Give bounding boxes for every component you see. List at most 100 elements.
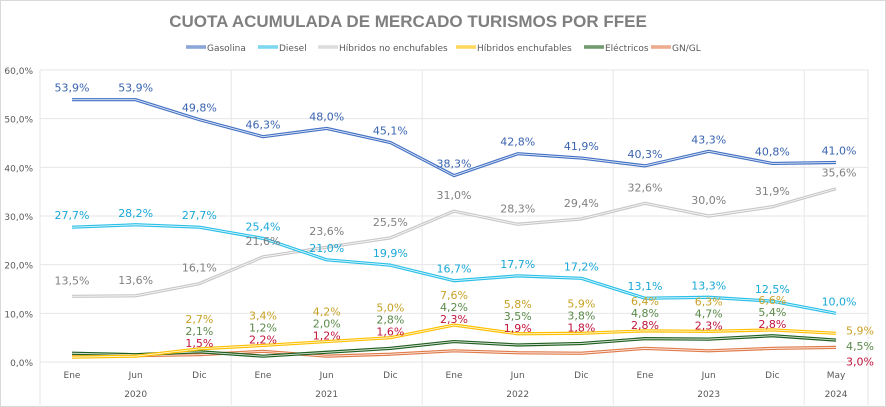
data-label: 49,8% <box>182 102 217 115</box>
data-label: 6,3% <box>695 295 723 308</box>
x-tick-label: Jun <box>128 371 143 381</box>
data-label: 2,8% <box>376 314 404 327</box>
data-label: 29,4% <box>564 197 599 210</box>
data-label: 1,6% <box>376 326 404 339</box>
data-label: 5,9% <box>567 297 595 310</box>
data-label: 53,9% <box>55 82 90 95</box>
data-label: 25,4% <box>246 220 281 233</box>
chart-title: CUOTA ACUMULADA DE MERCADO TURISMOS POR … <box>169 12 647 31</box>
x-tick-label: Jun <box>510 371 525 381</box>
legend-label: Diesel <box>279 44 307 54</box>
data-label: 4,2% <box>313 306 341 319</box>
x-tick-label: Dic <box>765 371 779 381</box>
x-year-label: 2024 <box>825 390 848 400</box>
data-label: 40,3% <box>628 148 663 161</box>
data-label: 17,2% <box>564 260 599 273</box>
series-line-highlight-1 <box>71 224 837 314</box>
data-label: 5,9% <box>846 324 874 337</box>
data-label: 30,0% <box>691 194 726 207</box>
data-label: 16,1% <box>182 262 217 275</box>
data-label: 2,2% <box>249 333 277 346</box>
x-tick-label: Dic <box>383 371 397 381</box>
data-label: 13,1% <box>628 280 663 293</box>
y-tick-label: 60,0% <box>4 67 33 77</box>
y-tick-label: 10,0% <box>4 310 33 320</box>
data-label: 27,7% <box>182 209 217 222</box>
data-label: 21,0% <box>309 242 344 255</box>
series-line-highlight-4 <box>71 335 837 357</box>
data-label: 23,6% <box>309 225 344 238</box>
data-label: 2,0% <box>313 318 341 331</box>
data-label: 42,8% <box>500 136 535 149</box>
data-label: 13,5% <box>55 274 90 287</box>
legend-label: GN/GL <box>672 44 701 54</box>
x-year-label: 2020 <box>124 390 147 400</box>
x-tick-label: May <box>827 371 846 381</box>
x-year-label: 2022 <box>506 390 529 400</box>
data-label: 2,8% <box>631 319 659 332</box>
series-line-highlight-5 <box>71 346 837 357</box>
data-label: 6,4% <box>631 295 659 308</box>
x-year-label: 2023 <box>697 390 720 400</box>
data-label: 4,8% <box>631 307 659 320</box>
x-tick-label: Ene <box>64 371 81 381</box>
data-label: 17,7% <box>500 258 535 271</box>
y-tick-label: 50,0% <box>4 116 33 126</box>
series-line-highlight-2 <box>71 188 837 297</box>
data-label: 16,7% <box>437 263 472 276</box>
data-label: 1,9% <box>504 322 532 335</box>
data-label: 31,0% <box>437 189 472 202</box>
data-label: 4,5% <box>846 340 874 353</box>
x-tick-label: Dic <box>192 371 206 381</box>
data-label: 28,3% <box>500 202 535 215</box>
legend-label: Híbridos enchufables <box>477 44 572 54</box>
series-line-highlight-3 <box>71 324 837 358</box>
data-label: 43,3% <box>691 133 726 146</box>
data-label: 3,5% <box>504 310 532 323</box>
data-label: 28,2% <box>118 207 153 220</box>
y-tick-label: 20,0% <box>4 262 33 272</box>
data-label: 46,3% <box>246 119 281 132</box>
data-label: 25,5% <box>373 216 408 229</box>
y-tick-label: 40,0% <box>4 164 33 174</box>
legend-label: Gasolina <box>207 44 246 54</box>
data-label: 2,1% <box>185 325 213 338</box>
data-label: 5,4% <box>758 306 786 319</box>
data-label: 3,0% <box>846 355 874 368</box>
data-label: 3,8% <box>567 309 595 322</box>
data-label: 21,6% <box>246 235 281 248</box>
data-label: 32,6% <box>628 181 663 194</box>
data-label: 41,0% <box>822 144 857 157</box>
x-tick-label: Ene <box>446 371 463 381</box>
data-label: 5,0% <box>376 302 404 315</box>
data-label: 2,7% <box>185 313 213 326</box>
data-label: 3,4% <box>249 309 277 322</box>
data-label: 2,8% <box>758 318 786 331</box>
series-line-highlight-0 <box>72 99 837 177</box>
x-year-label: 2021 <box>315 390 338 400</box>
x-tick-label: Dic <box>574 371 588 381</box>
data-label: 13,3% <box>691 279 726 292</box>
legend-label: Eléctricos <box>605 43 649 54</box>
data-label: 7,6% <box>440 289 468 302</box>
data-label: 1,2% <box>313 330 341 343</box>
x-tick-label: Jun <box>701 371 716 381</box>
data-label: 31,9% <box>755 185 790 198</box>
y-tick-label: 0,0% <box>10 359 33 369</box>
data-label: 5,8% <box>504 298 532 311</box>
data-label: 38,3% <box>437 158 472 171</box>
data-label: 40,8% <box>755 145 790 158</box>
data-label: 10,0% <box>822 295 857 308</box>
data-label: 13,6% <box>118 274 153 287</box>
x-tick-label: Jun <box>319 371 334 381</box>
data-label: 1,5% <box>185 337 213 350</box>
legend-label: Híbridos no enchufables <box>339 44 448 54</box>
data-label: 45,1% <box>373 125 408 138</box>
data-label: 35,6% <box>822 167 857 180</box>
data-label: 4,7% <box>695 307 723 320</box>
data-label: 53,9% <box>118 82 153 95</box>
data-label: 6,6% <box>758 294 786 307</box>
data-label: 41,9% <box>564 140 599 153</box>
data-label: 1,8% <box>567 321 595 334</box>
data-label: 4,2% <box>440 301 468 314</box>
